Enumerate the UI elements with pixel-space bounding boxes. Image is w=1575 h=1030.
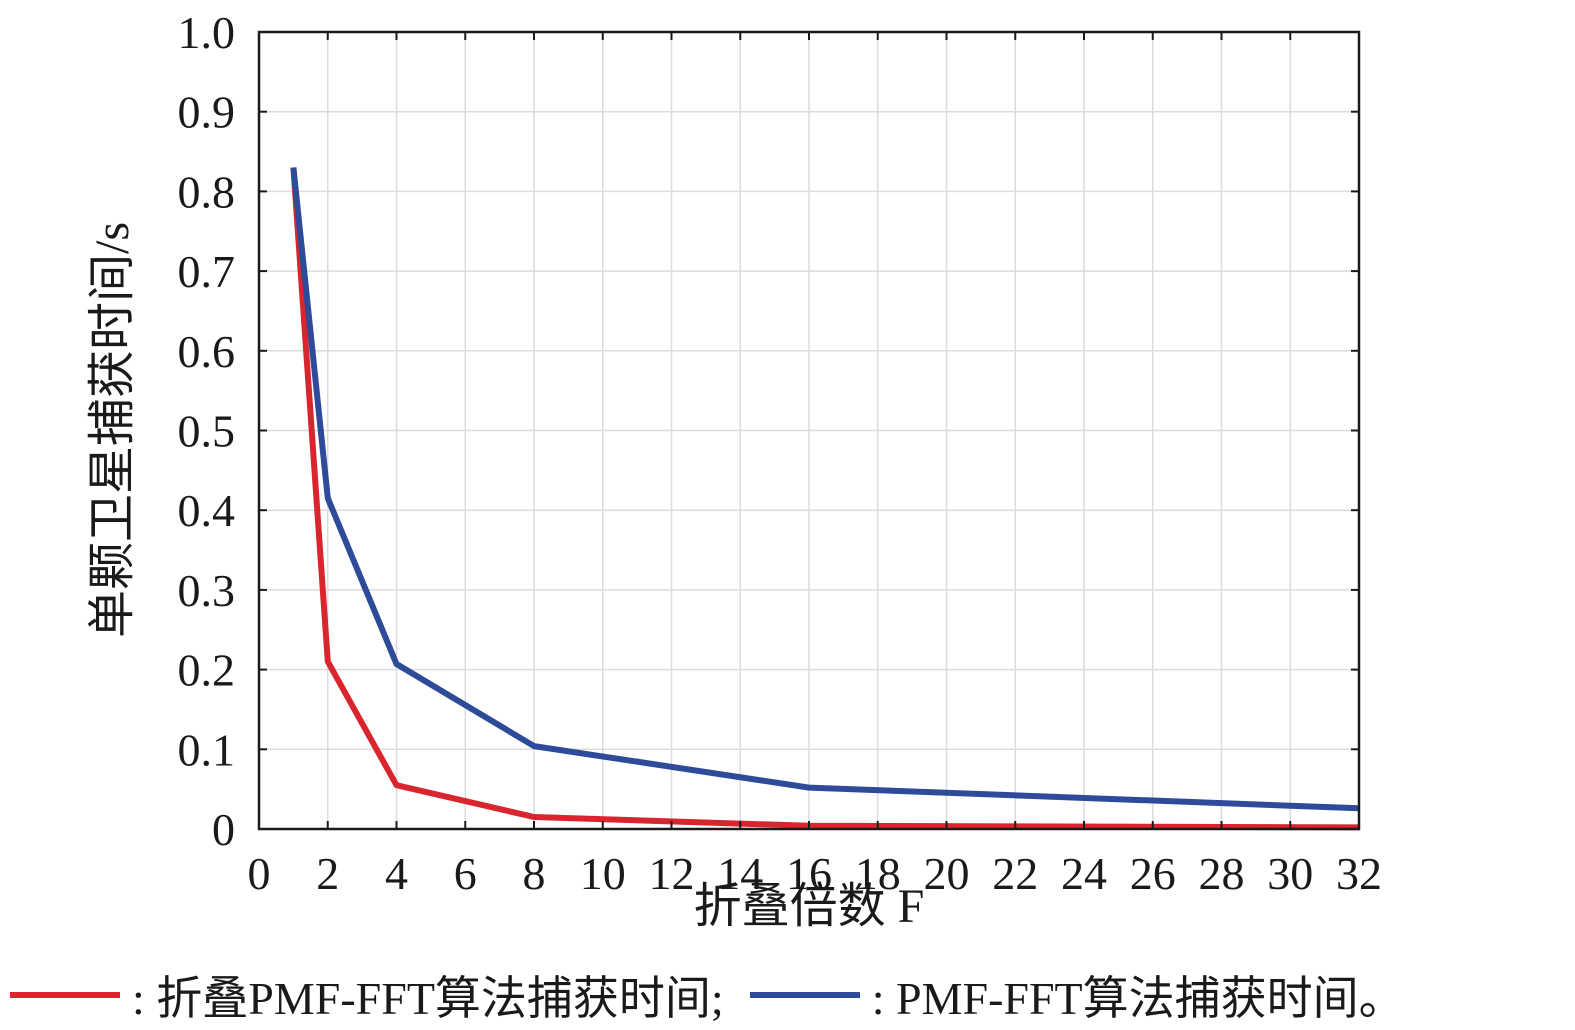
- x-tick-label: 16: [786, 848, 832, 899]
- y-tick-label: 0.8: [178, 166, 236, 217]
- x-tick-label: 4: [385, 848, 408, 899]
- x-tick-label: 6: [454, 848, 477, 899]
- legend-label-pmf-fft: : PMF-FFT算法捕获时间。: [871, 973, 1405, 1024]
- x-tick-label: 2: [316, 848, 339, 899]
- series-layer: [290, 167, 1360, 831]
- y-tick-label: 0.6: [178, 326, 236, 377]
- legend: : 折叠PMF-FFT算法捕获时间; : PMF-FFT算法捕获时间。: [10, 965, 1431, 1025]
- x-tick-label: 14: [717, 848, 763, 899]
- x-tick-label: 18: [855, 848, 901, 899]
- x-tick-label: 0: [248, 848, 271, 899]
- x-tick-label: 12: [649, 848, 695, 899]
- x-tick-label: 28: [1199, 848, 1245, 899]
- y-tick-label: 0.9: [178, 87, 236, 138]
- x-tick-label: 24: [1061, 848, 1107, 899]
- legend-swatch-pmf-fft: [749, 992, 860, 998]
- x-tick-label: 8: [523, 848, 546, 899]
- y-tick-label: 0: [212, 804, 235, 855]
- x-tick-label: 20: [924, 848, 970, 899]
- x-tick-label: 26: [1130, 848, 1176, 899]
- y-axis-title: 单颗卫星捕获时间/s: [86, 222, 139, 638]
- x-tick-labels: 0 2 4 6 8 10 12 14 16 18 20 22 24 26 28 30 32: [248, 848, 1383, 899]
- y-tick-label: 0.2: [178, 645, 236, 696]
- x-tick-label: 10: [580, 848, 626, 899]
- y-tick-label: 0.3: [178, 565, 236, 616]
- x-axis-title: 折叠倍数 F: [694, 880, 925, 933]
- legend-item-folded: : 折叠PMF-FFT算法捕获时间;: [10, 962, 724, 1028]
- grid: [259, 32, 1359, 829]
- series-line-1: [290, 167, 1360, 812]
- legend-item-pmf-fft: : PMF-FFT算法捕获时间。: [749, 962, 1405, 1028]
- legend-swatch-folded: [10, 992, 120, 998]
- line-chart: 0 2 4 6 8 10 12 14 16 18 20 22 24 26 28 30 32 00.10.20.3…: [86, 7, 1383, 933]
- ticks: [258, 31, 1360, 830]
- y-tick-label: 0.7: [178, 246, 236, 297]
- series-line-0: [290, 167, 1360, 831]
- legend-label-folded: : 折叠PMF-FFT算法捕获时间;: [132, 973, 724, 1024]
- x-tick-label: 22: [992, 848, 1038, 899]
- y-tick-labels: 0 0.1 0.2 0.3 0.4 0.5 0.6 0.7 0.8 0.9 1.0: [178, 7, 236, 855]
- x-tick-label: 32: [1336, 848, 1382, 899]
- y-tick-label: 0.4: [178, 485, 236, 536]
- y-tick-label: 0.5: [178, 406, 236, 457]
- y-tick-label: 1.0: [178, 7, 236, 58]
- x-tick-label: 30: [1267, 848, 1313, 899]
- y-tick-label: 0.1: [178, 724, 236, 775]
